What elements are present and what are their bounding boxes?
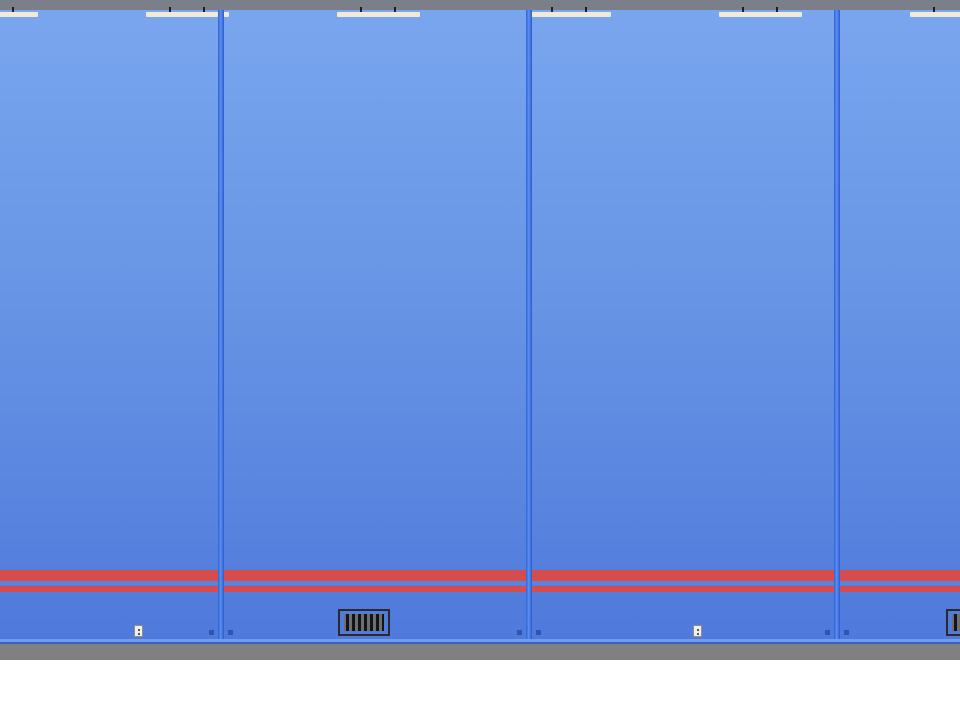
- lamp-wire: [169, 7, 171, 13]
- wall-pillar: [834, 10, 840, 643]
- corner-bolt: [209, 630, 214, 635]
- corner-bolt: [517, 630, 522, 635]
- wall-outlet: [693, 625, 702, 637]
- game-scene-hallway: [0, 0, 960, 660]
- lamp-wire: [742, 7, 744, 13]
- ceiling: [0, 0, 960, 10]
- baseboard-shadow: [0, 642, 960, 644]
- floor: [0, 644, 960, 660]
- floor-vent: [338, 609, 390, 636]
- corner-bolt: [228, 630, 233, 635]
- wall-pillar: [526, 10, 532, 643]
- lamp-wire: [551, 7, 553, 13]
- floor-vent: [946, 609, 960, 636]
- ceiling-lamp: [528, 12, 611, 17]
- corner-bolt: [844, 630, 849, 635]
- wall-outlet: [134, 625, 143, 637]
- lamp-wire: [776, 7, 778, 13]
- lamp-wire: [933, 7, 935, 13]
- wall-stripe-lower: [0, 586, 960, 592]
- lamp-wire: [394, 7, 396, 13]
- ceiling-lamp: [0, 12, 38, 17]
- lamp-wire: [585, 7, 587, 13]
- wall-stripe-gap: [0, 581, 960, 585]
- corner-bolt: [825, 630, 830, 635]
- lamp-wire: [360, 7, 362, 13]
- ceiling-lamp: [719, 12, 802, 17]
- lamp-wire: [203, 7, 205, 13]
- corner-bolt: [536, 630, 541, 635]
- baseboard: [0, 639, 960, 642]
- lamp-wire: [12, 7, 14, 13]
- wall-pillar: [218, 10, 224, 643]
- ceiling-lamp: [146, 12, 229, 17]
- ceiling-lamp: [910, 12, 960, 17]
- back-wall: [0, 10, 960, 640]
- ceiling-lamp: [337, 12, 420, 17]
- wall-stripe-upper: [0, 570, 960, 581]
